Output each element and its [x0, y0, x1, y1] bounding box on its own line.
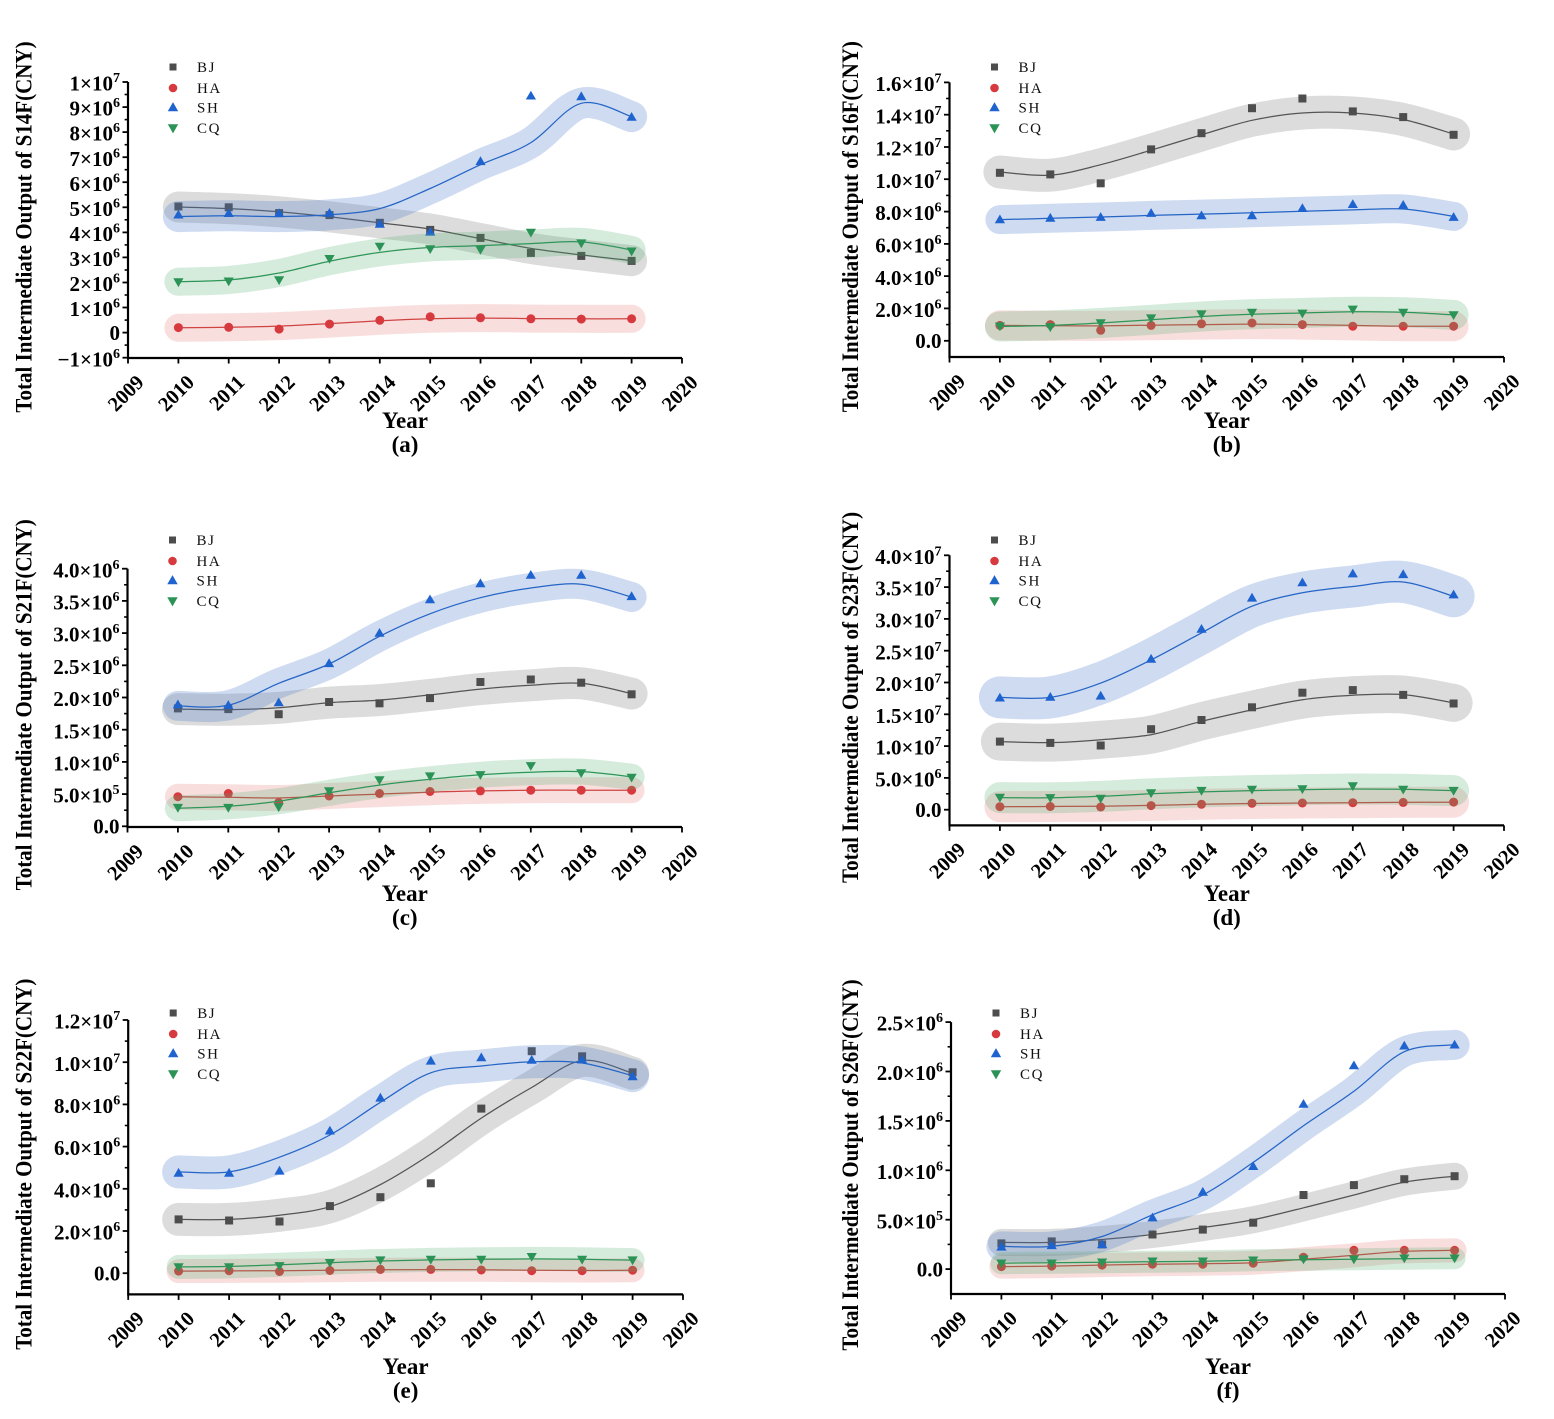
svg-text:3.0×107: 3.0×107	[875, 608, 941, 633]
svg-text:1.0×106: 1.0×106	[53, 751, 119, 776]
svg-text:Total Intermediate Output of S: Total Intermediate Output of S22F(CNY)	[10, 979, 36, 1350]
svg-text:0: 0	[110, 321, 121, 345]
svg-text:BJ: BJ	[197, 533, 216, 549]
svg-text:(c): (c)	[392, 905, 418, 930]
svg-text:5.0×105: 5.0×105	[877, 1209, 943, 1234]
svg-text:HA: HA	[1019, 554, 1044, 570]
svg-text:CQ: CQ	[197, 121, 221, 137]
svg-text:BJ: BJ	[197, 60, 216, 76]
svg-text:1.2×107: 1.2×107	[54, 1009, 120, 1034]
svg-text:HA: HA	[1019, 81, 1044, 97]
svg-text:0.0: 0.0	[94, 1261, 120, 1285]
svg-text:CQ: CQ	[1020, 1067, 1044, 1083]
svg-text:2.0×106: 2.0×106	[875, 298, 941, 323]
svg-text:Year: Year	[382, 881, 428, 906]
svg-text:0.0: 0.0	[917, 1257, 943, 1281]
svg-text:8.0×106: 8.0×106	[54, 1094, 120, 1119]
svg-text:8.0×106: 8.0×106	[875, 201, 941, 226]
svg-text:HA: HA	[197, 554, 222, 570]
svg-text:(a): (a)	[392, 432, 419, 457]
svg-text:6×106: 6×106	[70, 171, 120, 196]
svg-text:4.0×106: 4.0×106	[53, 558, 119, 583]
svg-text:Total Intermediate Output of S: Total Intermediate Output of S26F(CNY)	[837, 979, 863, 1350]
svg-text:Year: Year	[1204, 408, 1250, 433]
svg-text:9×106: 9×106	[70, 96, 120, 121]
svg-text:BJ: BJ	[1019, 60, 1038, 76]
svg-text:4.0×107: 4.0×107	[875, 544, 941, 569]
svg-text:6.0×106: 6.0×106	[875, 233, 941, 258]
svg-text:8×106: 8×106	[70, 121, 120, 146]
svg-text:HA: HA	[197, 1027, 222, 1043]
svg-text:Total Intermediate Output of S: Total Intermediate Output of S14F(CNY)	[10, 41, 36, 412]
svg-text:3.5×106: 3.5×106	[53, 590, 119, 615]
svg-text:0.0: 0.0	[915, 329, 941, 353]
svg-text:1.5×106: 1.5×106	[53, 719, 119, 744]
svg-text:BJ: BJ	[197, 1006, 216, 1022]
svg-text:SH: SH	[197, 100, 219, 116]
svg-text:HA: HA	[197, 81, 222, 97]
svg-text:HA: HA	[1020, 1027, 1045, 1043]
svg-text:SH: SH	[1019, 100, 1041, 116]
svg-text:2.5×107: 2.5×107	[875, 640, 941, 665]
svg-text:BJ: BJ	[1019, 533, 1038, 549]
svg-text:2.5×106: 2.5×106	[53, 654, 119, 679]
svg-text:Year: Year	[1205, 1354, 1251, 1379]
svg-text:2.5×106: 2.5×106	[877, 1011, 943, 1036]
svg-text:SH: SH	[197, 573, 219, 589]
svg-text:−1×106: −1×106	[58, 347, 120, 372]
svg-text:Year: Year	[382, 408, 428, 433]
svg-text:1.5×107: 1.5×107	[875, 703, 941, 728]
svg-text:2.0×106: 2.0×106	[54, 1220, 120, 1245]
svg-text:CQ: CQ	[197, 594, 221, 610]
svg-text:1.0×107: 1.0×107	[54, 1051, 120, 1076]
svg-text:(f): (f)	[1217, 1378, 1240, 1403]
svg-text:Total Intermediate Output of S: Total Intermediate Output of S16F(CNY)	[837, 41, 863, 412]
svg-text:4×106: 4×106	[70, 222, 120, 247]
svg-text:1.6×107: 1.6×107	[875, 72, 941, 97]
svg-text:2.0×107: 2.0×107	[875, 672, 941, 697]
svg-text:(b): (b)	[1213, 432, 1241, 457]
svg-text:Total Intermediate Output of S: Total Intermediate Output of S23F(CNY)	[837, 512, 863, 883]
svg-text:CQ: CQ	[197, 1067, 221, 1083]
svg-text:2.0×106: 2.0×106	[53, 687, 119, 712]
svg-text:1.2×107: 1.2×107	[875, 136, 941, 161]
svg-text:BJ: BJ	[1020, 1006, 1039, 1022]
svg-text:3.5×107: 3.5×107	[875, 576, 941, 601]
svg-text:1.4×107: 1.4×107	[875, 104, 941, 129]
svg-text:1.5×106: 1.5×106	[877, 1110, 943, 1135]
svg-text:3×106: 3×106	[70, 247, 120, 272]
svg-text:3.0×106: 3.0×106	[53, 622, 119, 647]
svg-text:2×106: 2×106	[70, 272, 120, 297]
svg-text:SH: SH	[1020, 1046, 1042, 1062]
svg-text:1×106: 1×106	[70, 297, 120, 322]
svg-text:6.0×106: 6.0×106	[54, 1136, 120, 1161]
svg-text:CQ: CQ	[1019, 594, 1043, 610]
svg-text:4.0×106: 4.0×106	[54, 1178, 120, 1203]
svg-text:Total Intermediate Output of S: Total Intermediate Output of S21F(CNY)	[10, 519, 36, 890]
svg-text:SH: SH	[1019, 573, 1041, 589]
svg-text:1×107: 1×107	[70, 71, 120, 96]
svg-text:1.0×107: 1.0×107	[875, 735, 941, 760]
svg-text:(d): (d)	[1213, 905, 1241, 930]
svg-text:0.0: 0.0	[915, 798, 941, 822]
svg-text:5×106: 5×106	[70, 196, 120, 221]
svg-text:Year: Year	[383, 1354, 429, 1379]
svg-text:Year: Year	[1204, 881, 1250, 906]
svg-text:CQ: CQ	[1019, 121, 1043, 137]
svg-text:2.0×106: 2.0×106	[877, 1061, 943, 1086]
svg-text:0.0: 0.0	[93, 815, 119, 839]
svg-text:1.0×107: 1.0×107	[875, 168, 941, 193]
svg-text:(e): (e)	[393, 1378, 419, 1403]
svg-text:1.0×106: 1.0×106	[877, 1159, 943, 1184]
svg-text:5.0×106: 5.0×106	[875, 767, 941, 792]
svg-text:4.0×106: 4.0×106	[875, 265, 941, 290]
svg-text:7×106: 7×106	[70, 146, 120, 171]
svg-text:SH: SH	[197, 1046, 219, 1062]
svg-text:5.0×105: 5.0×105	[53, 783, 119, 808]
